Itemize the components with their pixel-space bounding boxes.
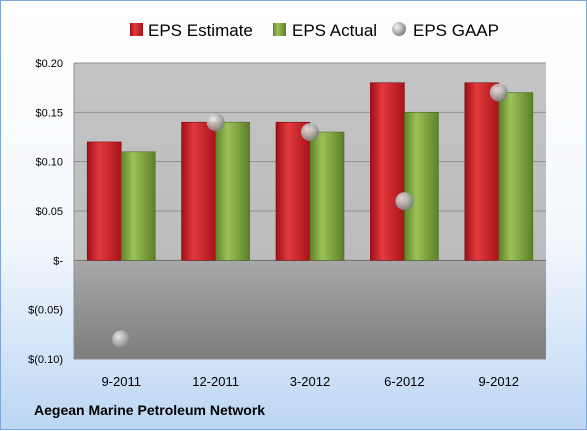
bar-eps-actual: [120, 151, 156, 261]
legend: EPS Estimate EPS Actual EPS GAAP: [130, 21, 499, 40]
bar-eps-actual: [309, 131, 345, 261]
bar-eps-estimate: [275, 121, 311, 261]
company-name: Aegean Marine Petroleum Network: [34, 402, 266, 418]
legend-swatch-eps-estimate: [130, 23, 143, 36]
bar-eps-estimate: [464, 82, 500, 261]
x-tick-label: 9-2012: [479, 374, 519, 389]
legend-marker-eps-gaap: [392, 22, 406, 36]
x-tick-label: 12-2011: [192, 374, 239, 389]
legend-label-eps-actual: EPS Actual: [292, 21, 377, 40]
y-tick-label: $0.20: [35, 58, 63, 70]
y-tick-label: $0.10: [35, 157, 63, 169]
y-tick-label: $0.05: [35, 206, 63, 218]
point-eps-gaap: [395, 192, 414, 211]
y-tick-label: $0.15: [35, 107, 63, 119]
bar-eps-estimate: [86, 141, 122, 261]
point-eps-gaap: [206, 113, 225, 132]
x-axis: 9-2011 12-2011 3-2012 6-2012 9-2012: [101, 374, 519, 389]
point-eps-gaap: [489, 83, 508, 102]
y-tick-label: $-: [53, 255, 63, 267]
x-tick-label: 6-2012: [384, 374, 424, 389]
point-eps-gaap: [112, 330, 131, 349]
bar-eps-actual: [215, 121, 250, 261]
legend-label-eps-gaap: EPS GAAP: [413, 21, 499, 40]
bar-eps-estimate: [370, 82, 405, 261]
point-eps-gaap: [301, 123, 319, 142]
x-tick-label: 9-2011: [101, 374, 141, 389]
y-tick-label: $(0.10): [28, 354, 63, 366]
bar-eps-estimate: [181, 121, 216, 261]
x-tick-label: 3-2012: [290, 374, 330, 389]
legend-swatch-eps-actual: [273, 23, 286, 36]
bars: [86, 82, 534, 261]
bar-eps-actual: [404, 112, 439, 261]
gaap-points: [112, 83, 508, 349]
legend-label-eps-estimate: EPS Estimate: [148, 21, 253, 40]
bar-eps-actual: [498, 92, 534, 261]
y-tick-label: $(0.05): [28, 305, 63, 317]
